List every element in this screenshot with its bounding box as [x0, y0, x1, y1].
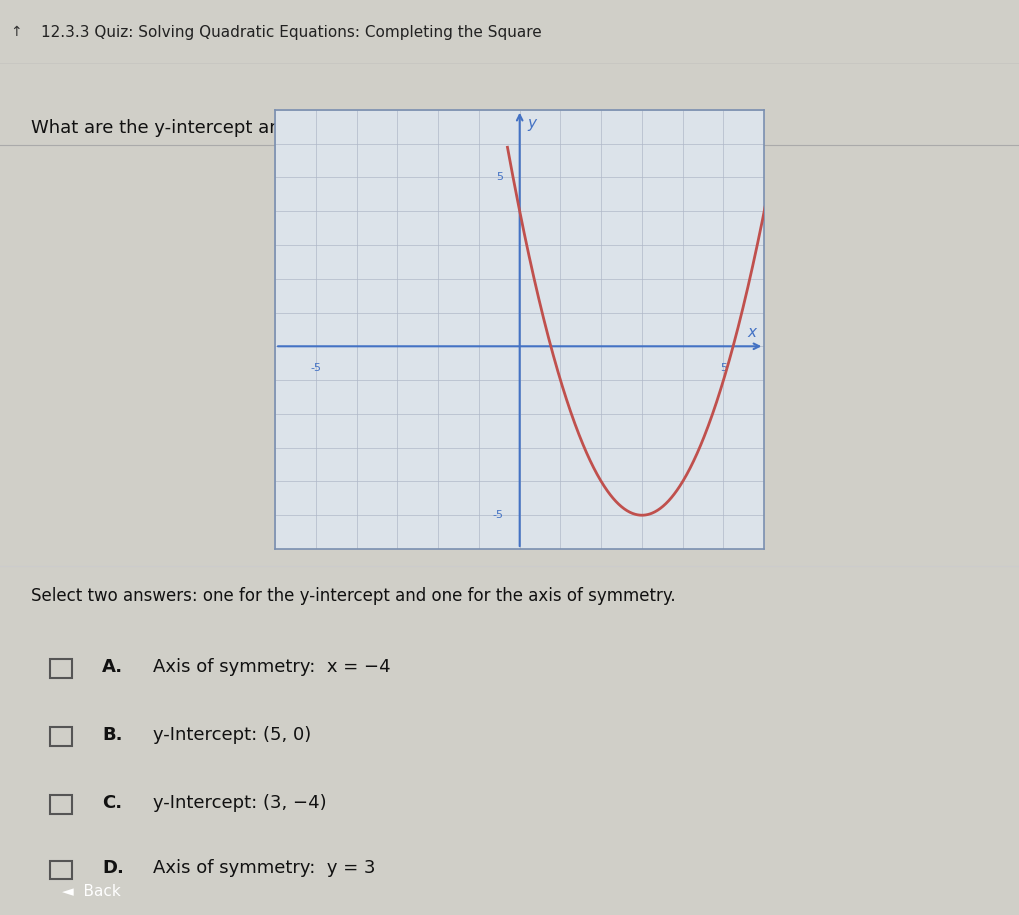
Bar	[50, 795, 72, 813]
Text: A.: A.	[102, 658, 123, 675]
Text: C.: C.	[102, 793, 122, 812]
Text: Axis of symmetry:  y = 3: Axis of symmetry: y = 3	[153, 859, 375, 877]
Text: y-Intercept: (3, −4): y-Intercept: (3, −4)	[153, 793, 326, 812]
Text: What are the y-intercept and axis of symmetry of this quadratic function?: What are the y-intercept and axis of sym…	[31, 119, 695, 137]
Text: ◄  Back: ◄ Back	[62, 884, 121, 899]
Text: B.: B.	[102, 726, 122, 744]
Text: 12.3.3 Quiz: Solving Quadratic Equations: Completing the Square: 12.3.3 Quiz: Solving Quadratic Equations…	[41, 25, 541, 39]
Text: 5: 5	[496, 172, 503, 182]
Text: -5: -5	[311, 363, 321, 373]
Text: Select two answers: one for the y-intercept and one for the axis of symmetry.: Select two answers: one for the y-interc…	[31, 587, 676, 606]
Text: 5: 5	[720, 363, 727, 373]
Text: y: y	[528, 116, 536, 131]
Text: -5: -5	[492, 511, 503, 521]
Bar	[50, 659, 72, 678]
Text: y-Intercept: (5, 0): y-Intercept: (5, 0)	[153, 726, 311, 744]
Text: D.: D.	[102, 859, 123, 877]
Text: x: x	[748, 325, 756, 340]
Text: ↑: ↑	[10, 25, 21, 39]
Bar	[50, 860, 72, 879]
Text: Axis of symmetry:  x = −4: Axis of symmetry: x = −4	[153, 658, 390, 675]
Bar	[50, 727, 72, 746]
